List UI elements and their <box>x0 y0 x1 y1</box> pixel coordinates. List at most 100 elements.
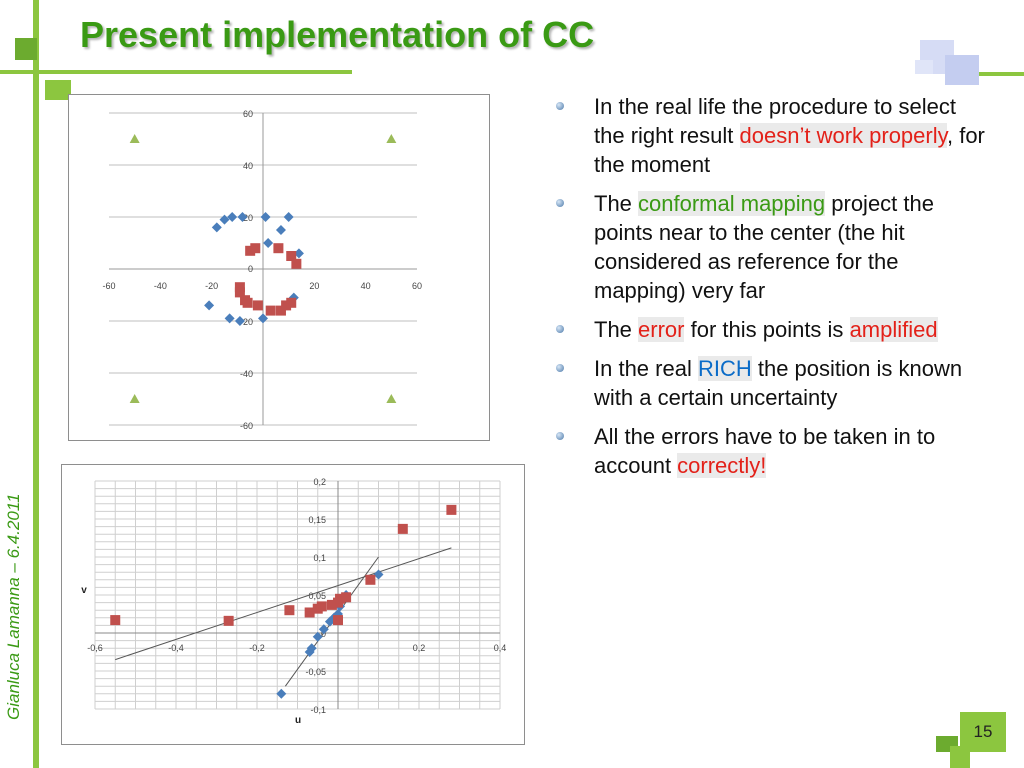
bullet-text: All the errors have to be taken in to ac… <box>594 424 936 478</box>
diamond-marker <box>312 631 323 642</box>
highlight-text: correctly! <box>677 453 767 478</box>
bullet-dot-icon <box>556 432 564 440</box>
bullet-text: In the real <box>594 356 698 381</box>
square-marker <box>281 300 292 311</box>
chart-2-conformal-mapping: 0,20,150,10,050-0,05-0,1-0,6-0,4-0,20,20… <box>81 477 507 726</box>
square-marker <box>223 615 234 626</box>
diamond-marker <box>211 222 222 233</box>
bullet-text: The <box>594 191 639 216</box>
x-tick-label: 0,4 <box>494 643 507 653</box>
x-tick-label: 60 <box>412 281 422 291</box>
y-tick-label: 0,15 <box>308 515 326 525</box>
y-tick-label: 40 <box>243 161 253 171</box>
square-marker <box>273 243 284 254</box>
bullet-list: In the real life the procedure to select… <box>556 92 986 490</box>
square-marker <box>286 251 297 261</box>
square-marker <box>286 297 297 308</box>
x-axis-label: u <box>295 715 301 726</box>
square-marker <box>316 601 327 612</box>
deco-square <box>15 38 37 60</box>
y-tick-label: -0,1 <box>310 705 326 715</box>
bullet-item: The error for this points is amplified <box>556 315 986 344</box>
diamond-marker <box>260 212 271 222</box>
left-accent-bar <box>33 0 39 768</box>
square-marker <box>291 258 302 269</box>
diamond-marker <box>224 313 235 324</box>
bullet-dot-icon <box>556 102 564 110</box>
y-axis-label: v <box>81 585 87 596</box>
square-marker <box>234 287 245 298</box>
bullet-dot-icon <box>556 364 564 372</box>
bullet-text: In the real life the procedure to select… <box>594 94 956 148</box>
y-tick-label: 0,1 <box>313 553 326 563</box>
triangle-marker <box>386 394 397 403</box>
bullet-item: All the errors have to be taken in to ac… <box>556 422 986 480</box>
diamond-marker <box>219 214 230 225</box>
bullet-dot-icon <box>556 199 564 207</box>
bullet-item: In the real RICH the position is known w… <box>556 354 986 412</box>
bullet-item: The conformal mapping project the points… <box>556 189 986 305</box>
x-tick-label: -0,4 <box>168 643 184 653</box>
diamond-marker <box>275 225 286 235</box>
square-marker <box>242 297 253 308</box>
x-tick-label: -40 <box>154 281 167 291</box>
fit-line <box>115 547 452 661</box>
chart-1-circle-points: 60 40 20 0 -20 -40 -60 -60 -40 -20 20 40 60 <box>102 109 422 431</box>
y-tick-label: 60 <box>243 109 253 119</box>
square-marker <box>110 615 121 626</box>
bullet-text: project the points near to the center (t… <box>594 191 934 303</box>
square-marker <box>341 592 352 603</box>
y-tick-label: 0,05 <box>308 591 326 601</box>
title-underline <box>0 70 352 74</box>
square-marker <box>326 599 337 610</box>
x-tick-label: -0,2 <box>249 643 265 653</box>
deco-square <box>45 80 71 100</box>
diamond-marker <box>324 616 335 627</box>
diamond-marker <box>204 300 215 311</box>
y-tick-label: 0 <box>248 264 253 274</box>
bullet-text: for this points is <box>684 317 850 342</box>
diamond-marker <box>288 292 299 303</box>
square-marker <box>234 282 245 293</box>
triangle-marker <box>129 134 140 143</box>
bullet-text: the position is known with a certain unc… <box>594 356 963 410</box>
x-tick-label: 0,2 <box>413 643 426 653</box>
slide-title: Present implementation of CC <box>80 14 595 55</box>
deco-square <box>915 60 933 74</box>
y-tick-label: -0,05 <box>305 667 326 677</box>
highlight-text: error <box>638 317 685 342</box>
square-marker <box>284 605 295 616</box>
square-marker <box>446 504 457 515</box>
x-tick-label: -20 <box>205 281 218 291</box>
x-tick-label: -60 <box>102 281 115 291</box>
triangle-marker <box>129 394 140 403</box>
diamond-marker <box>373 569 384 580</box>
diamond-marker <box>234 316 245 326</box>
diamond-marker <box>227 212 238 222</box>
square-marker <box>275 305 286 316</box>
title-underline-right <box>960 72 1024 76</box>
author-footer: Gianluca Lamanna – 6.4.2011 <box>4 493 23 720</box>
square-marker <box>304 607 315 618</box>
diamond-marker <box>276 688 287 699</box>
bullet-dot-icon <box>556 325 564 333</box>
x-tick-label: -0,6 <box>87 643 103 653</box>
diamond-marker <box>263 238 274 248</box>
diamond-marker <box>318 624 329 635</box>
bullet-text: The <box>594 317 639 342</box>
triangle-marker <box>386 134 397 143</box>
diamond-marker <box>258 313 268 324</box>
y-tick-label: 0,2 <box>313 477 326 487</box>
y-tick-label: 20 <box>243 213 253 223</box>
page-number: 15 <box>960 712 1006 752</box>
diamond-marker <box>293 248 304 259</box>
y-tick-label: -20 <box>240 317 253 327</box>
square-marker <box>265 305 276 316</box>
highlight-text: conformal mapping <box>638 191 826 216</box>
x-tick-label: 40 <box>361 281 371 291</box>
diamond-marker <box>283 212 294 222</box>
square-marker <box>365 574 376 585</box>
bullet-item: In the real life the procedure to select… <box>556 92 986 179</box>
highlight-text: amplified <box>849 317 938 342</box>
square-marker <box>252 300 263 311</box>
